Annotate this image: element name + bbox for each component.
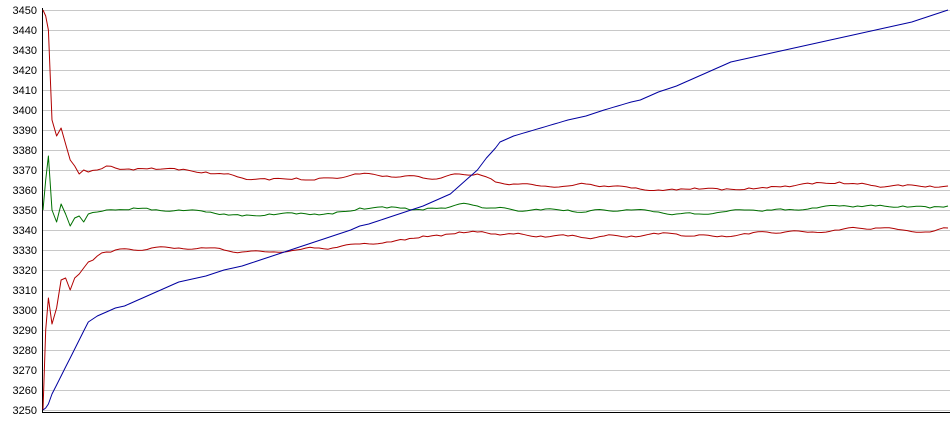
y-tick-label: 3320	[13, 265, 37, 277]
series-lines	[42, 9, 949, 411]
y-tick-label: 3400	[13, 105, 37, 117]
y-tick-label: 3420	[13, 65, 37, 77]
y-tick-label: 3350	[13, 205, 37, 217]
y-tick-label: 3370	[13, 165, 37, 177]
y-axis-tick-labels: 3250 3260 3270 3280 3290 3300 3310 3320 3330 3340…	[13, 5, 37, 417]
y-tick-label: 3250	[13, 405, 37, 417]
series-line-4	[42, 9, 949, 411]
series-line-1	[42, 9, 949, 191]
y-tick-label: 3380	[13, 145, 37, 157]
y-tick-label: 3330	[13, 245, 37, 257]
y-tick-label: 3260	[13, 385, 37, 397]
y-tick-label: 3440	[13, 25, 37, 37]
axes	[42, 8, 950, 413]
y-tick-label: 3290	[13, 325, 37, 337]
y-tick-label: 3310	[13, 285, 37, 297]
y-tick-label: 3410	[13, 85, 37, 97]
y-tick-label: 3390	[13, 125, 37, 137]
y-tick-label: 3430	[13, 45, 37, 57]
y-tick-label: 3340	[13, 225, 37, 237]
series-line-3	[42, 226, 949, 411]
y-tick-label: 3360	[13, 185, 37, 197]
y-tick-label: 3280	[13, 345, 37, 357]
series-line-2	[42, 155, 949, 227]
y-tick-label: 3270	[13, 365, 37, 377]
y-tick-label: 3300	[13, 305, 37, 317]
y-tick-label: 3450	[13, 5, 37, 17]
